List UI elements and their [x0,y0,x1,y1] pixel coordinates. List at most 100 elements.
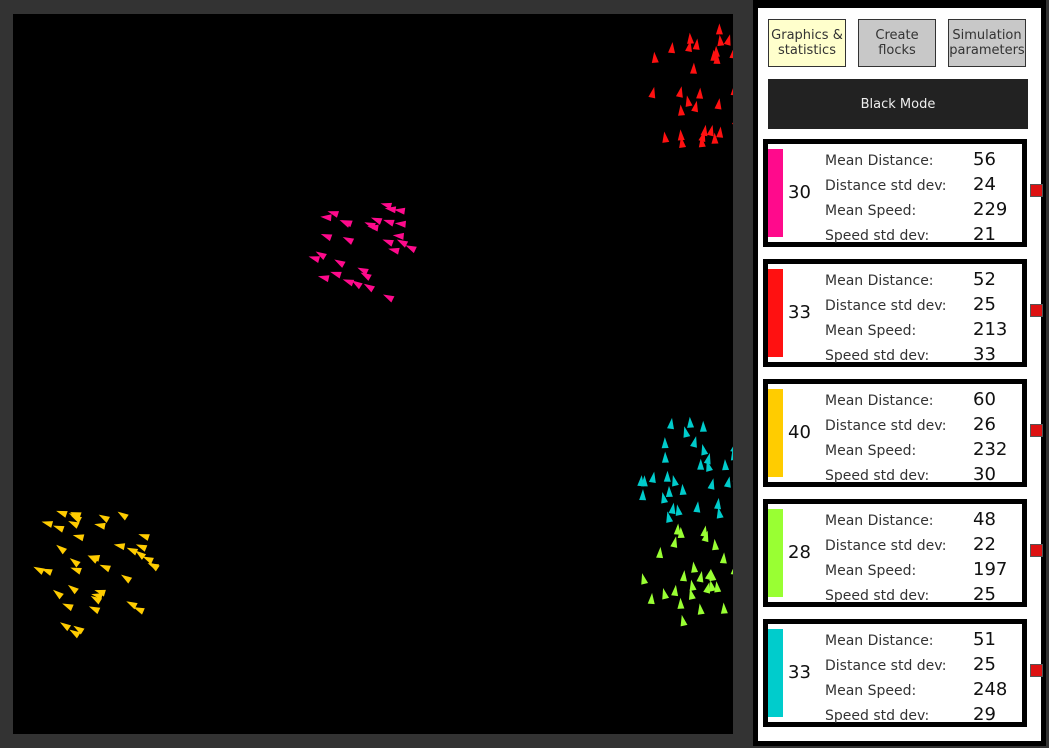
stat-value: 248 [973,679,1008,700]
boid [661,437,669,449]
boid [699,420,707,432]
boid [671,584,679,597]
boid [714,497,722,510]
boid [679,570,687,582]
stat-mean-distance: Mean Distance: 51 [825,629,1025,654]
boid [730,563,733,575]
stat-label: Mean Speed: [825,563,917,579]
boid [639,489,647,501]
stat-value: 22 [973,534,996,555]
flock-count: 30 [788,182,811,203]
flock-color-swatch [768,389,783,477]
boid [67,584,79,595]
boid [661,451,669,463]
boid [668,502,676,515]
boid [320,234,333,242]
stat-label: Speed std dev: [825,468,930,484]
stat-value: 33 [973,344,996,365]
stat-value: 232 [973,439,1008,460]
stat-distance-std: Distance std dev: 25 [825,294,1025,319]
boid [685,95,693,107]
tab-simulation-parameters[interactable]: Simulation parameters [948,19,1026,67]
boids-layer [33,23,733,639]
stat-label: Mean Distance: [825,273,934,289]
stat-mean-distance: Mean Distance: 56 [825,149,1025,174]
boid [690,62,698,74]
stat-label: Distance std dev: [825,418,947,434]
boid [689,579,697,592]
stat-value: 26 [973,414,996,435]
tab-graphics-statistics-label: Graphics & statistics [771,28,843,58]
stat-label: Speed std dev: [825,588,930,604]
boid [637,475,645,487]
stat-value: 48 [973,509,996,530]
boid [678,104,686,116]
stat-mean-distance: Mean Distance: 52 [825,269,1025,294]
boid [703,452,711,465]
stat-label: Mean Speed: [825,323,917,339]
boid [320,214,332,222]
delete-flock-button[interactable] [1030,544,1043,557]
stat-label: Mean Distance: [825,153,934,169]
flock-4-boids [641,523,733,627]
boid [647,592,655,605]
flock-card-4: 28 Mean Distance: 48 Distance std dev: 2… [763,499,1043,607]
stat-mean-speed: Mean Speed: 213 [825,319,1025,344]
boid [677,597,685,609]
boid [663,470,671,482]
flock-color-swatch [768,509,783,597]
boid [126,601,138,610]
flock-2-boids [648,23,733,148]
tab-create-flocks[interactable]: Create flocks [858,19,936,67]
boid [394,220,407,228]
boid [88,606,101,615]
stat-value: 56 [973,149,996,170]
black-mode-button[interactable]: Black Mode [768,79,1028,129]
boid [667,417,674,430]
boid [697,603,705,615]
boid [648,471,656,484]
flock-count: 40 [788,422,811,443]
boid [52,525,65,533]
boid [683,426,691,438]
stat-speed-std: Speed std dev: 30 [825,464,1025,489]
boid [148,562,160,572]
boid [68,520,80,529]
boid [720,602,728,614]
stat-value: 21 [973,224,996,245]
delete-flock-button[interactable] [1030,424,1043,437]
tab-simulation-parameters-label: Simulation parameters [949,28,1025,58]
simulation-canvas[interactable] [13,14,733,734]
boid [33,566,45,575]
boid [712,538,720,551]
stat-distance-std: Distance std dev: 25 [825,654,1025,679]
boid [69,629,81,639]
tab-create-flocks-label: Create flocks [875,28,919,58]
boid [677,129,685,141]
boid [711,132,719,144]
boid [715,23,723,35]
stat-value: 229 [973,199,1008,220]
boid [135,544,148,552]
boid [662,587,670,600]
boid [383,219,395,227]
boid [692,38,700,50]
boid [731,114,733,126]
flock-card-3: 40 Mean Distance: 60 Distance std dev: 2… [763,379,1043,489]
stat-mean-speed: Mean Speed: 248 [825,679,1025,704]
boid [691,100,699,113]
boid [656,546,664,559]
delete-flock-button[interactable] [1030,304,1043,317]
boid [675,86,683,98]
tab-graphics-statistics[interactable]: Graphics & statistics [768,19,846,67]
stat-speed-std: Speed std dev: 21 [825,224,1025,249]
boid [73,625,85,635]
boid [716,126,724,138]
stat-mean-speed: Mean Speed: 229 [825,199,1025,224]
boid [693,501,701,513]
delete-flock-button[interactable] [1030,184,1043,197]
boid [700,525,708,537]
flock-color-swatch [768,149,783,237]
delete-flock-button[interactable] [1030,664,1043,677]
boid [713,52,721,64]
